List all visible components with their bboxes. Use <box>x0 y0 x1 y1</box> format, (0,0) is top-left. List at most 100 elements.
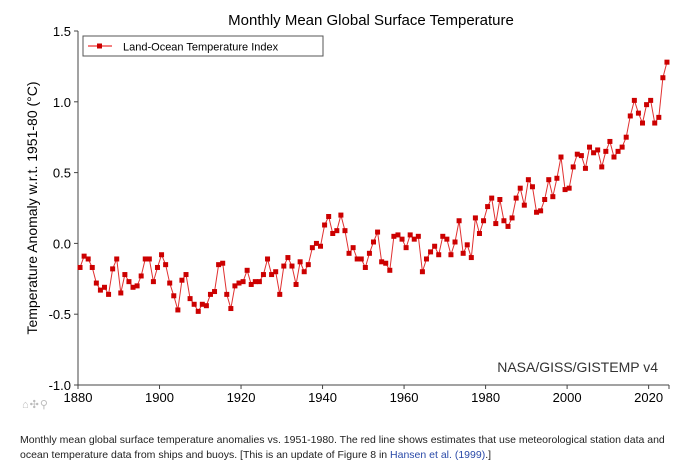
data-point <box>383 260 389 266</box>
data-point <box>183 272 189 278</box>
data-point <box>566 185 572 191</box>
x-tick-label: 1980 <box>471 390 500 405</box>
data-point <box>525 177 531 183</box>
chart-toolbar[interactable]: ⌂✣⚲ <box>22 398 49 411</box>
data-point <box>513 195 519 201</box>
data-point <box>175 307 181 313</box>
data-point <box>273 269 279 275</box>
data-point <box>85 256 91 262</box>
data-point <box>436 252 442 258</box>
data-point <box>505 223 511 229</box>
data-point <box>599 164 605 170</box>
data-point <box>391 233 397 239</box>
data-point <box>640 120 646 126</box>
data-point <box>289 263 295 269</box>
data-point <box>179 277 185 283</box>
data-point <box>134 283 140 289</box>
data-point <box>342 228 348 234</box>
data-point <box>415 233 421 239</box>
data-point <box>448 252 454 258</box>
data-point <box>582 165 588 171</box>
data-point <box>501 218 507 224</box>
data-point <box>387 267 393 273</box>
data-point <box>472 215 478 221</box>
data-point <box>362 264 368 270</box>
data-point <box>228 306 234 312</box>
series-line <box>79 62 668 313</box>
x-tick-label: 1880 <box>64 390 93 405</box>
data-point <box>138 273 144 279</box>
x-tick-label: 2000 <box>553 390 582 405</box>
data-point <box>203 303 209 309</box>
data-point <box>411 236 417 242</box>
figure-caption: Monthly mean global surface temperature … <box>20 433 670 463</box>
data-point <box>207 291 213 297</box>
data-point <box>595 147 601 153</box>
data-point <box>110 266 116 272</box>
data-point <box>652 120 658 126</box>
data-point <box>154 264 160 270</box>
data-point <box>375 229 381 235</box>
data-point <box>489 195 495 201</box>
data-point <box>265 256 271 262</box>
x-tick-label: 1940 <box>308 390 337 405</box>
data-point <box>366 250 372 256</box>
data-point <box>460 250 466 256</box>
data-point <box>285 255 291 261</box>
data-point <box>150 279 156 285</box>
data-point <box>407 232 413 238</box>
data-point <box>660 75 666 81</box>
data-point <box>631 97 637 103</box>
legend-label: Land-Ocean Temperature Index <box>123 42 279 54</box>
data-point <box>97 287 103 293</box>
hansen-link[interactable]: Hansen et al. (1999) <box>390 449 486 461</box>
data-point <box>118 290 124 296</box>
data-point <box>485 204 491 210</box>
data-point <box>256 279 262 285</box>
x-tick-label: 1900 <box>145 390 174 405</box>
y-axis-label: Temperature Anomaly w.r.t. 1951-80 (°C) <box>24 81 40 334</box>
data-point <box>452 239 458 245</box>
data-point <box>322 222 328 228</box>
data-point <box>293 281 299 287</box>
data-point <box>542 197 548 203</box>
data-point <box>318 243 324 249</box>
y-tick-label: 0.5 <box>53 166 71 181</box>
data-point <box>220 260 226 266</box>
data-point <box>301 269 307 275</box>
legend: Land-Ocean Temperature Index <box>82 35 324 57</box>
data-point <box>615 148 621 154</box>
data-point <box>240 279 246 285</box>
data-point <box>358 256 364 262</box>
caption-tail: .] <box>485 449 492 461</box>
source-annotation: NASA/GISS/GISTEMP v4 <box>497 359 658 375</box>
data-point <box>354 256 360 262</box>
data-point <box>212 289 218 295</box>
data-point <box>521 202 527 208</box>
home-pan-zoom-icons[interactable]: ⌂✣⚲ <box>22 399 49 411</box>
data-point <box>538 208 544 214</box>
data-point <box>195 308 201 314</box>
data-point <box>399 236 405 242</box>
data-point <box>395 232 401 238</box>
data-point <box>260 272 266 278</box>
data-point <box>313 240 319 246</box>
data-point <box>591 150 597 156</box>
data-point <box>338 212 344 218</box>
data-point <box>171 293 177 299</box>
data-point <box>281 263 287 269</box>
data-point <box>371 239 376 245</box>
data-point <box>350 245 356 251</box>
data-point <box>146 256 152 262</box>
data-point <box>187 296 193 302</box>
y-tick-label: 1.0 <box>53 95 71 110</box>
data-point <box>578 153 584 159</box>
y-tick-label: -0.5 <box>49 307 71 322</box>
data-point <box>101 284 107 290</box>
data-point <box>89 264 95 270</box>
data-point <box>77 264 83 270</box>
data-point <box>607 138 613 144</box>
data-point <box>619 144 625 150</box>
data-point <box>656 114 662 120</box>
data-point <box>81 253 87 259</box>
